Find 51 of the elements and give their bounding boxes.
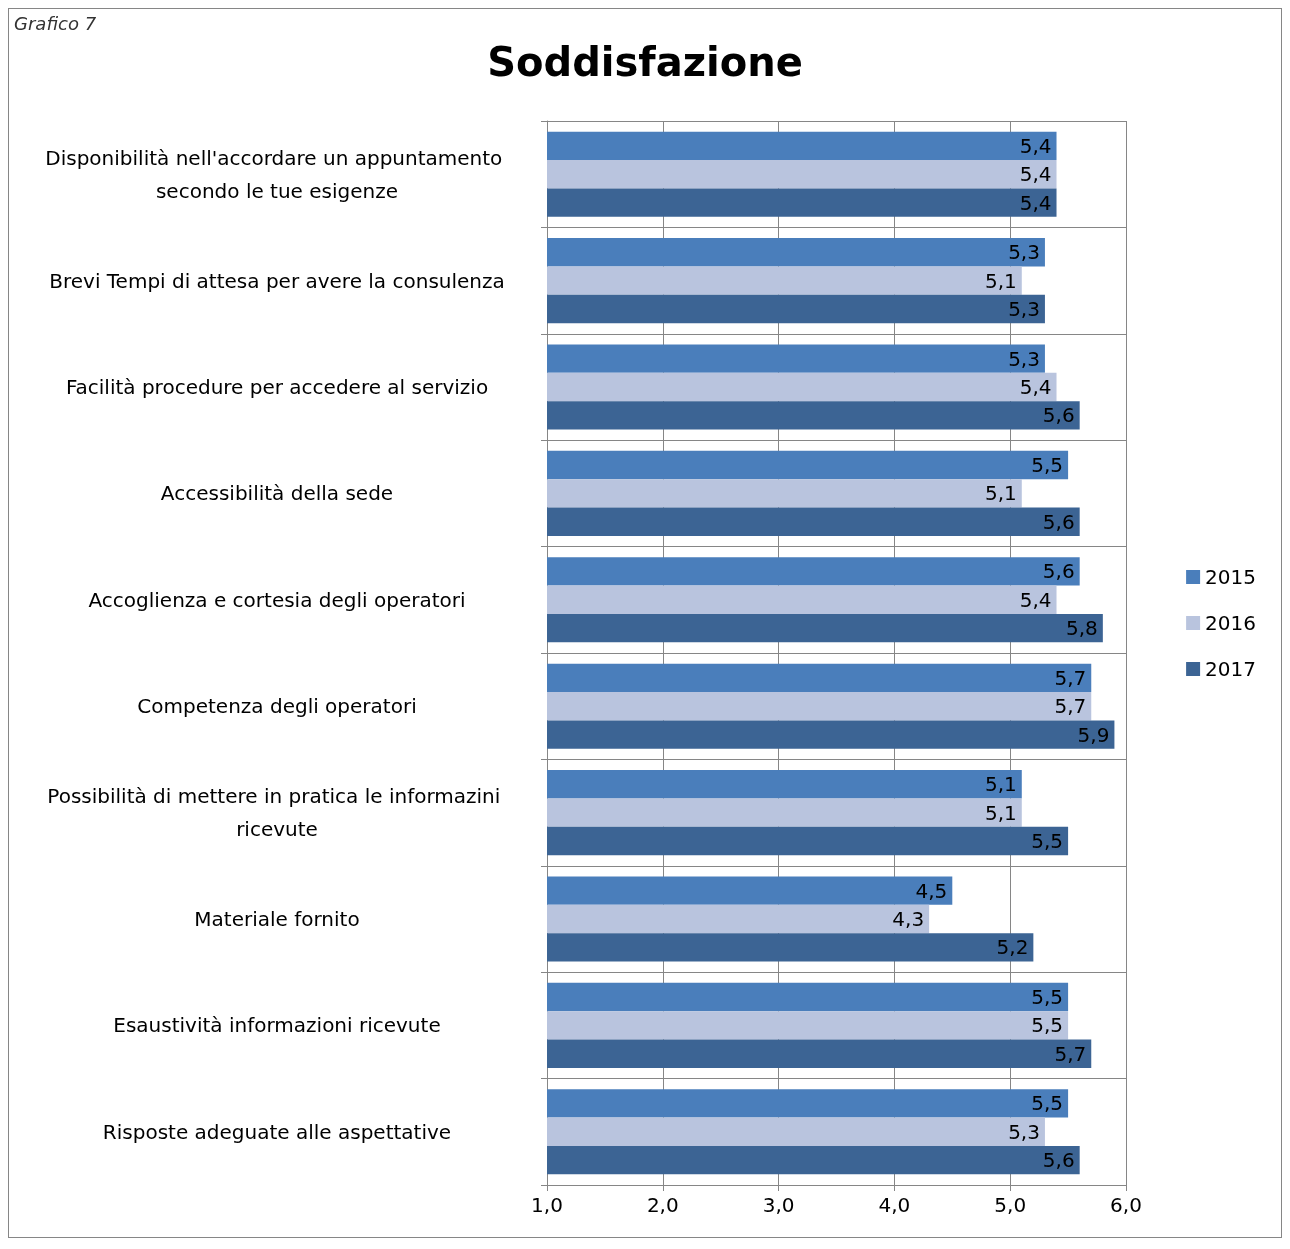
y-tick-label: Accoglienza e cortesia degli operatori [88, 587, 466, 612]
y-tick-label: Materiale fornito [194, 907, 360, 931]
y-tick-label: Facilità procedure per accedere al servizio [65, 375, 489, 399]
data-label: 5,6 [1042, 403, 1075, 428]
data-label: 5,2 [996, 935, 1029, 960]
data-label: 5,8 [1066, 616, 1098, 641]
x-tick-label: 3,0 [762, 1193, 795, 1217]
x-tick-label: 5,0 [994, 1193, 1027, 1217]
data-label: 5,5 [1031, 985, 1064, 1010]
chart-title: Soddisfazione [487, 39, 803, 85]
legend-label: 2015 [1205, 565, 1257, 589]
text: Grafico 7 [14, 12, 97, 34]
y-tick-label: Esaustività informazioni ricevute [113, 1013, 441, 1038]
data-label: 5,9 [1077, 722, 1110, 747]
data-label: 5,6 [1042, 509, 1075, 534]
data-label: 5,4 [1019, 133, 1052, 158]
y-tick-label: Possibilità di mettere in pratica le informazini ricevute [47, 784, 507, 842]
data-label: 5,4 [1019, 162, 1052, 187]
x-tick-label: 1,0 [531, 1193, 563, 1217]
data-label: 5,5 [1031, 828, 1064, 853]
data-label: 5,7 [1054, 1041, 1087, 1066]
y-tick-label: Accessibilità della sede [160, 481, 394, 506]
data-label: 5,5 [1031, 1013, 1064, 1038]
y-tick-label: Brevi Tempi di attesa per avere la consulenza [49, 268, 505, 293]
data-label: 5,1 [984, 800, 1017, 825]
x-tick-label: 6,0 [1110, 1193, 1142, 1217]
legend-label: 2017 [1205, 657, 1257, 681]
y-tick-label: Risposte adeguate alle aspettative [102, 1119, 452, 1144]
data-label: 5,3 [1008, 296, 1040, 321]
data-label: 5,1 [984, 268, 1017, 293]
data-label: 5,3 [1008, 240, 1040, 265]
data-label: 5,3 [1008, 346, 1040, 371]
data-label: 5,4 [1019, 190, 1052, 215]
data-label: 4,3 [892, 907, 925, 931]
legend-label: 2016 [1205, 611, 1257, 635]
data-label: 5,3 [1008, 1119, 1040, 1144]
data-label: 5,6 [1042, 559, 1075, 584]
y-tick-label: Competenza degli operatori [137, 694, 417, 719]
data-label: 5,7 [1054, 665, 1087, 690]
x-tick-label: 4,0 [878, 1193, 911, 1217]
data-label: 5,5 [1031, 453, 1064, 478]
data-label: 5,1 [984, 772, 1017, 797]
data-label: 5,1 [984, 481, 1017, 506]
data-label: 5,6 [1042, 1148, 1075, 1173]
y-tick-label: Disponibilità nell'accordare un appuntamento secondo le tue esigenze [45, 145, 509, 203]
data-label: 5,5 [1031, 1091, 1064, 1116]
data-label: 4,5 [915, 878, 948, 903]
x-tick-label: 2,0 [646, 1193, 679, 1217]
data-label: 5,4 [1019, 375, 1052, 399]
data-label: 5,4 [1019, 587, 1052, 612]
data-label: 5,7 [1054, 694, 1087, 719]
